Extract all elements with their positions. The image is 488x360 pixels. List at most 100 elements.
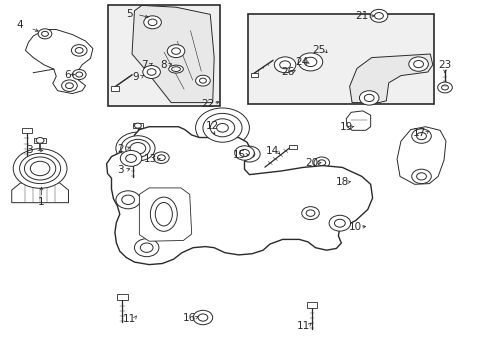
Text: 21: 21 [354, 11, 368, 21]
Text: 23: 23 [437, 60, 451, 70]
Circle shape [234, 146, 254, 160]
Bar [111, 86, 119, 91]
Circle shape [171, 48, 180, 54]
Circle shape [148, 19, 157, 26]
Text: 26: 26 [280, 67, 294, 77]
Circle shape [346, 176, 362, 188]
Text: 13: 13 [143, 154, 157, 164]
Text: 6: 6 [64, 69, 71, 80]
Circle shape [305, 210, 314, 216]
Bar [34, 138, 46, 143]
Text: 3: 3 [117, 165, 124, 175]
Text: 8: 8 [160, 60, 167, 70]
Text: 11: 11 [122, 314, 136, 324]
Text: 4: 4 [16, 20, 23, 30]
Circle shape [359, 91, 378, 105]
Circle shape [334, 219, 345, 227]
Circle shape [147, 69, 156, 75]
Circle shape [41, 31, 48, 36]
Circle shape [36, 138, 44, 143]
Circle shape [328, 215, 350, 231]
Circle shape [193, 310, 212, 325]
Circle shape [238, 146, 260, 162]
Circle shape [116, 132, 160, 165]
Ellipse shape [171, 67, 180, 71]
Circle shape [65, 83, 73, 89]
Ellipse shape [150, 197, 177, 231]
Polygon shape [12, 183, 68, 203]
Circle shape [369, 9, 387, 22]
Text: 3: 3 [26, 145, 33, 156]
Polygon shape [396, 127, 445, 184]
Circle shape [13, 149, 67, 188]
Ellipse shape [155, 202, 172, 226]
Circle shape [72, 69, 86, 80]
Bar [157, 143, 165, 148]
Circle shape [239, 149, 249, 157]
Polygon shape [106, 127, 372, 265]
Text: 12: 12 [205, 121, 219, 131]
Bar [21, 128, 32, 133]
Bar [288, 145, 297, 149]
Text: 15: 15 [232, 150, 246, 160]
Circle shape [364, 94, 373, 102]
Circle shape [125, 154, 136, 162]
Circle shape [416, 132, 426, 140]
Circle shape [279, 61, 290, 69]
Circle shape [413, 60, 423, 68]
Circle shape [199, 78, 206, 83]
Text: 24: 24 [294, 57, 308, 67]
Circle shape [350, 179, 358, 185]
Bar [107, 5, 220, 106]
Circle shape [198, 314, 207, 321]
Circle shape [116, 191, 140, 209]
Circle shape [216, 123, 228, 132]
Polygon shape [349, 54, 432, 103]
Polygon shape [346, 111, 370, 130]
Polygon shape [139, 188, 191, 241]
Circle shape [130, 143, 145, 154]
Circle shape [411, 169, 430, 184]
Text: 25: 25 [312, 45, 325, 55]
Circle shape [441, 85, 447, 90]
Circle shape [134, 123, 141, 128]
Circle shape [416, 173, 426, 180]
Circle shape [304, 57, 316, 67]
Bar [117, 294, 127, 300]
Text: 7: 7 [141, 60, 147, 70]
Text: 19: 19 [339, 122, 352, 132]
Text: 1: 1 [38, 197, 45, 207]
Circle shape [143, 16, 161, 29]
Polygon shape [25, 30, 93, 94]
Circle shape [142, 66, 160, 78]
Circle shape [30, 161, 50, 176]
Text: 16: 16 [183, 313, 196, 323]
Circle shape [120, 150, 142, 166]
Circle shape [38, 29, 52, 39]
Ellipse shape [168, 65, 183, 73]
Circle shape [411, 129, 430, 143]
Bar [133, 123, 142, 128]
Circle shape [298, 53, 322, 71]
Circle shape [157, 155, 165, 161]
Circle shape [313, 157, 329, 168]
Bar [306, 302, 317, 308]
Bar [248, 14, 433, 104]
Text: 5: 5 [126, 9, 133, 19]
Text: 22: 22 [201, 99, 215, 109]
Circle shape [134, 239, 159, 257]
Circle shape [317, 160, 325, 166]
Polygon shape [114, 160, 161, 176]
Circle shape [437, 82, 451, 93]
Circle shape [24, 157, 56, 180]
Circle shape [75, 48, 83, 53]
Text: 10: 10 [348, 222, 361, 232]
Circle shape [301, 207, 319, 220]
Circle shape [244, 150, 254, 158]
Text: 17: 17 [412, 128, 426, 138]
Circle shape [122, 195, 134, 204]
Circle shape [20, 153, 61, 184]
Polygon shape [132, 5, 214, 103]
Text: 2: 2 [117, 144, 124, 154]
Text: 9: 9 [132, 72, 139, 82]
